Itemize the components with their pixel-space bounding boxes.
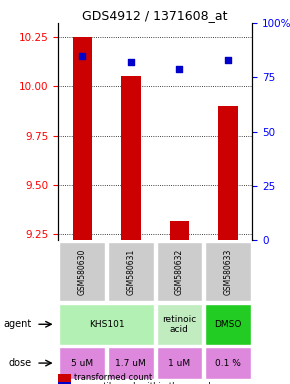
Text: transformed count: transformed count [74,373,152,382]
Bar [170,221,189,240]
Text: 5 uM: 5 uM [71,359,93,367]
Text: 1.7 uM: 1.7 uM [115,359,146,367]
FancyBboxPatch shape [157,242,202,301]
Text: GSM580631: GSM580631 [126,248,135,295]
FancyBboxPatch shape [108,347,154,379]
Text: dose: dose [8,358,31,368]
Point [226,57,230,63]
Text: 0.1 %: 0.1 % [215,359,241,367]
FancyBboxPatch shape [157,347,202,379]
Text: DMSO: DMSO [214,320,242,329]
FancyBboxPatch shape [108,242,154,301]
Text: 1 uM: 1 uM [168,359,191,367]
FancyBboxPatch shape [205,304,251,345]
Point [128,59,133,65]
Bar [72,37,92,240]
Text: agent: agent [3,319,31,329]
Point [80,53,85,59]
Bar [121,76,141,240]
Bar [218,106,238,240]
Text: GSM580630: GSM580630 [78,248,87,295]
Text: GSM580632: GSM580632 [175,248,184,295]
Title: GDS4912 / 1371608_at: GDS4912 / 1371608_at [82,9,228,22]
FancyBboxPatch shape [59,347,105,379]
FancyBboxPatch shape [157,304,202,345]
FancyBboxPatch shape [59,304,154,345]
Point [177,66,182,72]
Text: KHS101: KHS101 [89,320,124,329]
FancyBboxPatch shape [205,242,251,301]
Text: GSM580633: GSM580633 [224,248,233,295]
Text: retinoic
acid: retinoic acid [162,314,197,334]
FancyBboxPatch shape [205,347,251,379]
Text: percentile rank within the sample: percentile rank within the sample [74,382,216,384]
FancyBboxPatch shape [59,242,105,301]
